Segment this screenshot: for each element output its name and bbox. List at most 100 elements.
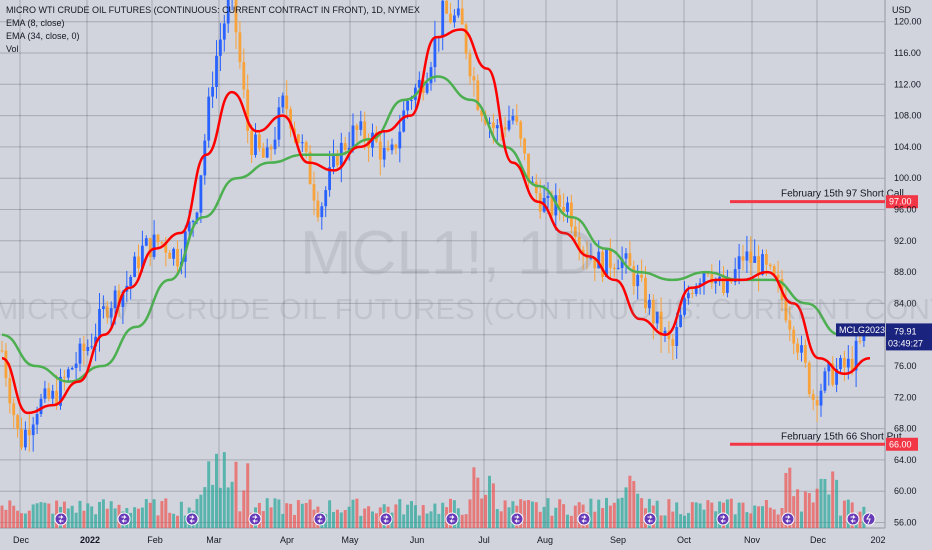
ema-slow-legend[interactable]: EMA (34, close, 0)	[6, 31, 80, 41]
candle-body	[117, 290, 121, 307]
candle-body	[316, 200, 320, 218]
volume-bar	[519, 499, 523, 528]
volume-bar	[35, 503, 39, 528]
candle-body	[800, 345, 803, 353]
ema-fast-legend[interactable]: EMA (8, close)	[6, 18, 65, 28]
candle-body	[133, 256, 136, 277]
last-price-value: 79.91	[894, 326, 917, 336]
candle-body	[616, 268, 620, 270]
candle-body	[718, 276, 721, 279]
earnings-icon[interactable]	[862, 512, 876, 526]
rollover-icon[interactable]	[248, 512, 262, 526]
rollover-icon[interactable]	[185, 512, 199, 526]
rollover-icon[interactable]	[379, 512, 393, 526]
volume-bar	[429, 511, 433, 528]
candle-body	[476, 80, 480, 110]
volume-bar	[784, 472, 788, 528]
ema-34-line	[1, 75, 841, 383]
rollover-icon[interactable]	[577, 512, 591, 526]
candle-body	[328, 167, 331, 191]
volume-bar	[842, 500, 846, 528]
candle-body	[265, 147, 269, 158]
candle-body	[640, 274, 643, 278]
candle-body	[460, 8, 464, 25]
candle-body	[464, 24, 468, 54]
rollover-icon-arrows	[58, 515, 64, 523]
rollover-icon[interactable]	[846, 512, 860, 526]
volume-bar	[772, 509, 776, 528]
annotation-label-1: February 15th 66 Short Put	[781, 431, 902, 442]
candle-body	[226, 0, 230, 24]
y-tick-label: 68.00	[894, 424, 917, 434]
candle-body	[113, 290, 117, 309]
candle-body	[612, 267, 616, 270]
volume-bar	[230, 481, 234, 528]
candle-body	[20, 429, 23, 448]
volume-bar	[733, 514, 737, 528]
x-tick-label: Feb	[147, 535, 163, 545]
candle-body	[70, 367, 74, 370]
volume-bar	[710, 502, 714, 528]
volume-bar	[667, 499, 671, 528]
volume-bar	[757, 506, 761, 528]
candle-body	[519, 121, 523, 139]
rollover-icon[interactable]	[117, 512, 131, 526]
grid-lines	[0, 0, 886, 529]
candle-body	[12, 403, 16, 416]
candle-body	[406, 100, 409, 111]
candle-body	[297, 134, 300, 143]
volume-bar	[659, 515, 663, 528]
volume-bar	[371, 511, 374, 528]
candle-body	[195, 212, 199, 221]
volume-bar	[281, 513, 285, 528]
candle-body	[39, 398, 43, 415]
rollover-icon[interactable]	[313, 512, 327, 526]
candle-body	[363, 121, 367, 141]
rollover-icon[interactable]	[54, 512, 68, 526]
candle-body	[390, 144, 394, 151]
volume-bar	[269, 507, 273, 528]
volume-bar	[437, 513, 441, 528]
volume-bar	[815, 488, 819, 528]
rollover-icon-circle	[445, 512, 459, 526]
y-tick-label: 76.00	[894, 361, 917, 371]
rollover-icon-arrows	[850, 515, 856, 523]
price-axis[interactable]: USD56.0060.0064.0068.0072.0076.0080.0084…	[836, 0, 932, 528]
volume-legend[interactable]: Vol	[6, 44, 19, 54]
candle-body	[687, 293, 690, 299]
rollover-icon[interactable]	[716, 512, 730, 526]
volume-bar	[129, 512, 133, 528]
rollover-icon[interactable]	[510, 512, 524, 526]
candle-body	[811, 394, 815, 400]
candlesticks	[0, 0, 866, 452]
candle-body	[137, 256, 140, 269]
candle-body	[804, 345, 807, 363]
volume-bar	[47, 503, 51, 528]
volume-bar	[589, 498, 593, 528]
rollover-icon[interactable]	[781, 512, 795, 526]
candle-body	[105, 306, 109, 318]
volume-bar	[507, 507, 511, 528]
candle-body	[659, 311, 663, 337]
volume-bar	[632, 481, 636, 528]
candle-body	[168, 252, 172, 259]
volume-bar	[51, 513, 55, 528]
candle-body	[854, 340, 858, 371]
candle-body	[523, 138, 526, 154]
candle-body	[16, 415, 19, 430]
volume-bar	[43, 502, 47, 528]
candle-body	[86, 347, 90, 351]
candle-body	[24, 429, 27, 448]
x-tick-label: Oct	[677, 535, 692, 545]
rollover-icon[interactable]	[643, 512, 657, 526]
volume-bar	[468, 499, 472, 528]
candle-body	[511, 116, 515, 121]
volume-bar	[293, 514, 296, 528]
candle-body	[768, 264, 772, 267]
candle-body	[819, 390, 823, 406]
volume-bar	[566, 514, 569, 528]
rollover-icon[interactable]	[445, 512, 459, 526]
time-axis[interactable]: Dec 2022 Feb Mar Apr May Jun Jul Aug Sep Oct Nov Dec…	[13, 535, 886, 545]
